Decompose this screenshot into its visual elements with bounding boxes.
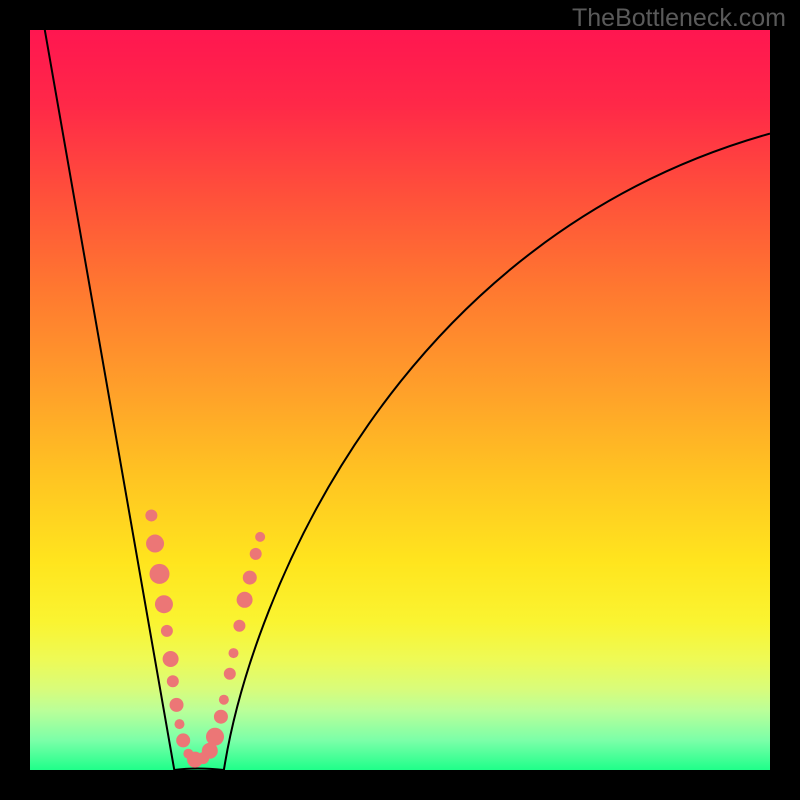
data-marker [250, 548, 262, 560]
data-marker [155, 595, 173, 613]
plot-area [30, 30, 770, 770]
data-marker [145, 509, 157, 521]
data-marker [146, 535, 164, 553]
data-marker [161, 625, 173, 637]
data-marker [224, 668, 236, 680]
data-marker [174, 719, 184, 729]
data-marker [163, 651, 179, 667]
data-marker [255, 532, 265, 542]
data-marker [237, 592, 253, 608]
data-marker [233, 620, 245, 632]
data-marker [206, 728, 224, 746]
data-marker [167, 675, 179, 687]
gradient-background [30, 30, 770, 770]
data-marker [243, 571, 257, 585]
data-marker [229, 648, 239, 658]
chart-container: TheBottleneck.com [0, 0, 800, 800]
watermark-text: TheBottleneck.com [572, 4, 786, 33]
data-marker [170, 698, 184, 712]
data-marker [150, 564, 170, 584]
data-marker [219, 695, 229, 705]
data-marker [214, 710, 228, 724]
data-marker [176, 733, 190, 747]
